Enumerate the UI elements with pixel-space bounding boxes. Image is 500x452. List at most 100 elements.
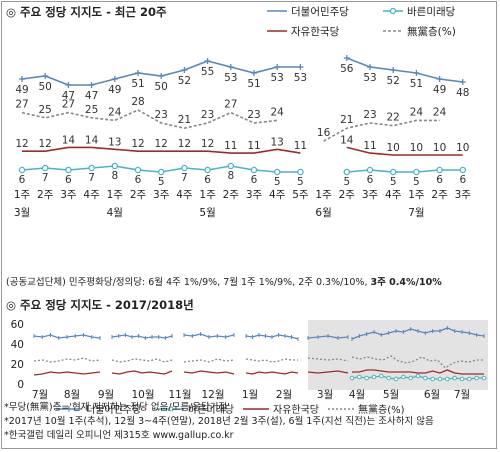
- top-label-dem-9: 53: [224, 72, 237, 84]
- top-month-0: 3월: [14, 207, 30, 219]
- top-label-lib-17: 10: [410, 142, 423, 154]
- legend-none: 無黨층(%): [407, 25, 456, 38]
- top-xtick-15: 3주: [362, 189, 379, 201]
- top-marker-bar-8: [204, 166, 211, 174]
- top-xtick-11: 4주: [269, 189, 286, 201]
- top-marker-bar-3: [88, 164, 95, 172]
- top-label-lib-8: 12: [201, 138, 214, 150]
- bottom-month-12: 7월: [454, 389, 470, 401]
- top-label-lib-9: 11: [224, 140, 237, 152]
- top-label-bar-10: 6: [251, 174, 258, 186]
- top-line-lib-0: [22, 146, 301, 154]
- top-label-lib-11: 13: [271, 136, 284, 148]
- top-label-lib-0: 12: [15, 138, 28, 150]
- top-marker-bar-11: [273, 168, 281, 176]
- top-marker-bar-16: [389, 168, 397, 176]
- top-label-none-6: 23: [155, 109, 168, 121]
- top-line-none-0: [21, 109, 278, 130]
- top-label-bar-17: 5: [413, 176, 420, 188]
- bottom-mark-bar-5-2: [364, 375, 369, 381]
- top-xtick-5: 2주: [130, 189, 147, 201]
- footnote-3: *한국갤럽 데일리 오피니언 제315호 www.gallup.co.kr: [4, 430, 234, 441]
- bottom-line-none-0: [33, 357, 101, 363]
- top-marker-bar-12: [297, 168, 304, 176]
- top-label-none-0: 27: [15, 99, 28, 111]
- top-label-none-1: 25: [39, 104, 52, 116]
- top-label-dem-1: 50: [39, 81, 52, 93]
- top-label-none-3: 25: [85, 104, 98, 116]
- top-xtick-1: 2주: [37, 189, 54, 201]
- top-label-dem-18: 49: [433, 84, 446, 96]
- top-label-dem-0: 49: [15, 84, 28, 96]
- top-label-none-17: 24: [410, 106, 424, 118]
- top-label-none-13: 16: [317, 127, 331, 139]
- bottom-ytick-3: 60: [11, 319, 24, 331]
- bottom-month-9: 4월: [349, 389, 365, 401]
- bottom-line-dem-1: [111, 334, 173, 339]
- top-chart-title: ◎ 주요 정당 지지도 - 최근 20주: [6, 5, 167, 19]
- top-label-lib-6: 12: [155, 138, 168, 150]
- bottom-line-none-3: [245, 358, 298, 363]
- footnote-1: *무당(無黨)층='현재 지지하는 정당 없음/모름/응답거절': [4, 402, 230, 413]
- top-marker-bar-2: [65, 166, 72, 174]
- top-label-bar-7: 7: [181, 172, 188, 184]
- top-legend-svg: 더불어민주당 바른미래당 자유한국당 無黨층(%): [267, 6, 456, 38]
- top-month-2: 5월: [199, 207, 215, 219]
- bottom-line-lib-2: [183, 370, 235, 375]
- top-label-none-14: 21: [340, 114, 353, 126]
- bottom-mark-bar-5-12: [437, 376, 443, 382]
- bottom-month-7: 2월: [276, 389, 292, 401]
- top-label-dem-5: 51: [131, 78, 144, 90]
- top-label-bar-8: 6: [204, 174, 211, 186]
- bottom-mark-bar-5-7: [401, 374, 406, 380]
- top-label-lib-2: 14: [62, 134, 76, 146]
- top-marker-bar-5: [134, 166, 142, 174]
- bottom-mark-bar-5-17: [474, 375, 479, 381]
- top-xtick-9: 2주: [223, 189, 240, 201]
- top-xtick-18: 2주: [431, 189, 448, 201]
- top-label-dem-14: 56: [340, 63, 354, 75]
- top-label-lib-14: 14: [340, 134, 354, 146]
- top-marker-bar-6: [157, 168, 165, 176]
- top-marker-bar-9: [227, 162, 235, 170]
- top-label-lib-15: 11: [363, 140, 376, 152]
- top-label-lib-1: 12: [39, 138, 52, 150]
- top-label-bar-6: 5: [158, 176, 165, 188]
- bottom-line-none-1: [111, 358, 173, 363]
- top-xtick-0: 1주: [14, 189, 31, 201]
- bottom-month-6: 1월: [242, 389, 258, 401]
- bottom-mark-bar-5-1: [357, 374, 362, 380]
- bottom-legend-none: 無黨층(%): [358, 403, 405, 416]
- bottom-mark-bar-5-18: [481, 375, 487, 381]
- bottom-mark-bar-5-5: [386, 375, 391, 381]
- bottom-line-lib-5: [352, 369, 484, 375]
- top-label-bar-0: 6: [19, 174, 26, 186]
- top-label-dem-3: 47: [85, 90, 98, 102]
- bottom-mark-bar-5-16: [467, 376, 472, 382]
- bottom-month-11: 6월: [424, 389, 440, 401]
- bottom-mark-bar-5-6: [393, 376, 399, 382]
- top-marker-bar-7: [181, 164, 188, 172]
- top-label-none-9: 27: [224, 99, 237, 111]
- top-label-lib-19: 10: [456, 142, 469, 154]
- top-marker-bar-19: [459, 166, 467, 174]
- top-label-bar-18: 6: [436, 174, 443, 186]
- top-label-lib-16: 10: [387, 142, 400, 154]
- bottom-legend-dem: 더불어민주당: [86, 404, 141, 416]
- top-marker-bar-1: [41, 164, 49, 172]
- bottom-mark-bar-5-11: [430, 376, 435, 382]
- bottom-line-lib-0: [33, 371, 101, 376]
- top-label-dem-10: 51: [247, 78, 260, 90]
- top-month-4: 7월: [408, 207, 424, 219]
- bottom-mark-bar-5-13: [445, 376, 450, 382]
- top-label-dem-19: 48: [456, 87, 469, 99]
- top-month-3: 6월: [315, 207, 331, 219]
- top-xtick-14: 2주: [339, 189, 356, 201]
- top-label-lib-3: 14: [85, 134, 99, 146]
- top-label-bar-3: 7: [88, 172, 95, 184]
- bottom-month-0: 7월: [32, 389, 48, 401]
- top-label-bar-4: 8: [111, 170, 118, 182]
- bottom-ytick-0: 0: [17, 379, 24, 391]
